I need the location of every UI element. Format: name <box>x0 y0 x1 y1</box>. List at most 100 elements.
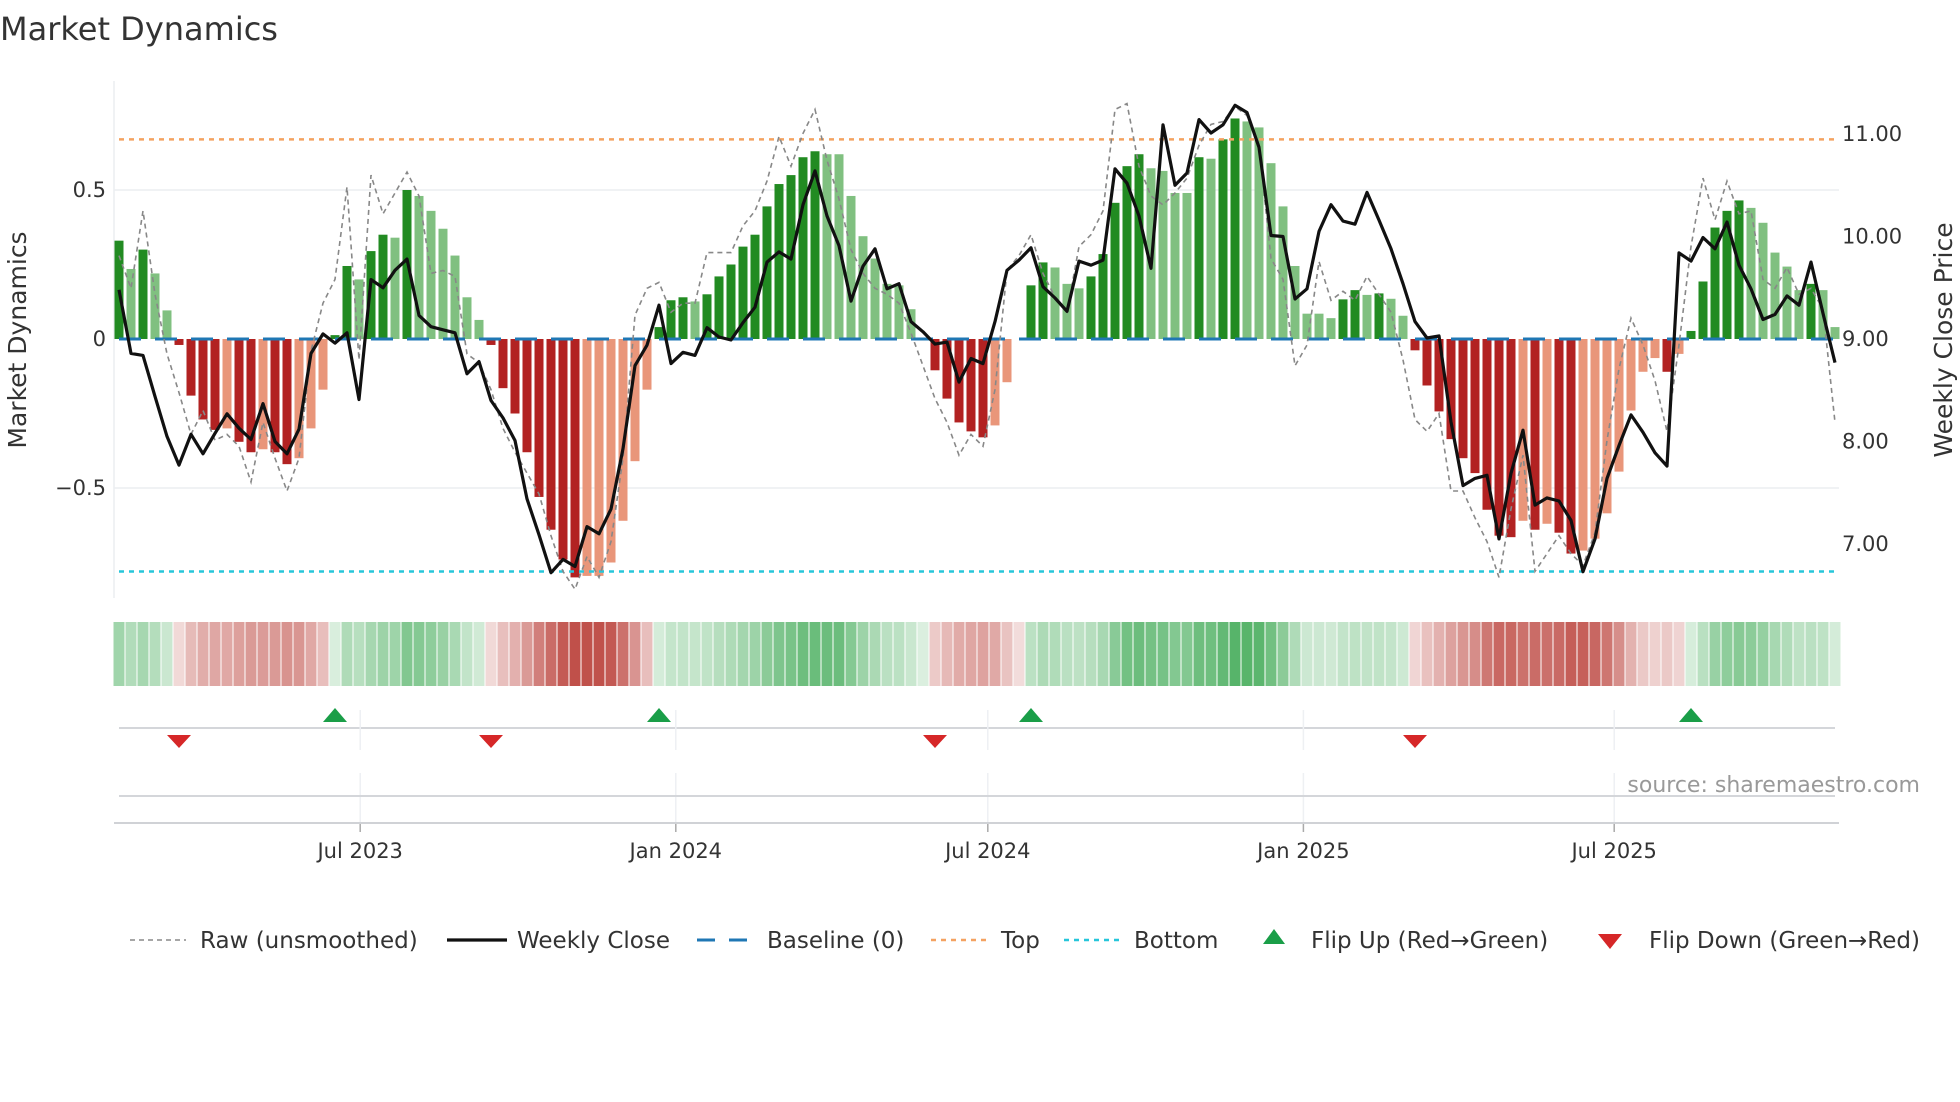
bar <box>654 327 664 339</box>
legend-label: Weekly Close <box>517 928 670 954</box>
regime-cell-green <box>1241 622 1253 686</box>
regime-cell-green <box>1205 622 1217 686</box>
regime-cell-red <box>1001 622 1013 686</box>
bar <box>1398 315 1408 339</box>
regime-cell-green <box>401 622 413 686</box>
regime-cell-green <box>1769 622 1781 686</box>
flip-up-marker <box>1019 708 1043 722</box>
right-tick-label: 9.00 <box>1842 327 1889 351</box>
regime-cell-green <box>1097 622 1109 686</box>
regime-cell-green <box>137 622 149 686</box>
bar <box>486 339 496 345</box>
bar <box>762 206 772 339</box>
regime-cell-green <box>653 622 665 686</box>
bar <box>846 195 856 339</box>
regime-cell-red <box>1469 622 1481 686</box>
raw-line <box>118 102 1836 592</box>
regime-cell-red <box>989 622 1001 686</box>
regime-cell-red <box>1661 622 1673 686</box>
regime-cell-green <box>449 622 461 686</box>
regime-cell-green <box>1265 622 1277 686</box>
regime-cell-green <box>1685 622 1697 686</box>
regime-cell-red <box>1433 622 1445 686</box>
bar <box>1746 207 1756 339</box>
bar <box>1026 285 1036 339</box>
bar <box>630 339 640 462</box>
bar <box>594 339 604 576</box>
regime-cell-green <box>161 622 173 686</box>
bar <box>1722 210 1732 339</box>
bar <box>246 339 256 453</box>
regime-cell-green <box>1217 622 1229 686</box>
regime-cell-red <box>929 622 941 686</box>
x-tick-label: Jan 2024 <box>628 839 723 863</box>
regime-cell-red <box>1601 622 1613 686</box>
regime-cell-red <box>1457 622 1469 686</box>
regime-cell-red <box>305 622 317 686</box>
regime-cell-green <box>1181 622 1193 686</box>
regime-cell-red <box>1421 622 1433 686</box>
regime-cell-green <box>833 622 845 686</box>
bar <box>690 301 700 339</box>
regime-cell-red <box>1625 622 1637 686</box>
bar <box>222 339 232 429</box>
regime-cell-green <box>905 622 917 686</box>
bar <box>750 234 760 339</box>
regime-cell-green <box>437 622 449 686</box>
bar <box>894 285 904 339</box>
bar <box>1110 202 1120 339</box>
regime-cell-green <box>1397 622 1409 686</box>
regime-cell-green <box>857 622 869 686</box>
regime-cell-red <box>1541 622 1553 686</box>
regime-cell-red <box>629 622 641 686</box>
regime-cell-green <box>881 622 893 686</box>
regime-cell-green <box>1085 622 1097 686</box>
regime-cell-green <box>749 622 761 686</box>
regime-cell-green <box>1805 622 1817 686</box>
x-axis: Jul 2023 Jan 2024 Jul 2024 Jan 2025 Jul 2025 <box>114 710 1839 863</box>
bar <box>294 339 304 459</box>
legend: Raw (unsmoothed) Weekly Close Baseline (0)… <box>130 928 1920 954</box>
regime-cell-green <box>701 622 713 686</box>
bar <box>930 339 940 371</box>
regime-cell-red <box>1613 622 1625 686</box>
regime-cell-red <box>293 622 305 686</box>
regime-cell-green <box>125 622 137 686</box>
x-tick-label: Jan 2025 <box>1255 839 1350 863</box>
bar <box>342 265 352 339</box>
regime-cell-green <box>1277 622 1289 686</box>
regime-cell-green <box>737 622 749 686</box>
bar <box>858 236 868 339</box>
right-tick-label: 10.00 <box>1842 225 1902 249</box>
bar <box>354 279 364 339</box>
bar <box>618 339 628 521</box>
bar <box>1182 192 1192 339</box>
chart-title: Market Dynamics <box>0 10 278 48</box>
bar <box>1770 252 1780 339</box>
regime-cell-red <box>173 622 185 686</box>
bar <box>126 268 136 339</box>
regime-cell-red <box>965 622 977 686</box>
regime-strip <box>113 622 1841 686</box>
right-axis-ticks: 11.00 10.00 9.00 8.00 7.00 <box>1842 122 1902 556</box>
bar <box>462 297 472 339</box>
legend-flip-down-icon <box>1598 934 1622 949</box>
bar <box>1614 339 1624 472</box>
bar <box>870 258 880 339</box>
bar <box>1338 299 1348 339</box>
right-tick-label: 11.00 <box>1842 122 1902 146</box>
bar <box>1410 339 1420 351</box>
bar <box>1554 339 1564 533</box>
regime-cell-red <box>269 622 281 686</box>
regime-cell-green <box>1313 622 1325 686</box>
regime-cell-red <box>1565 622 1577 686</box>
regime-cell-red <box>1673 622 1685 686</box>
regime-cell-red <box>533 622 545 686</box>
bar <box>1218 139 1228 339</box>
regime-cell-green <box>329 622 341 686</box>
bars <box>114 118 1840 578</box>
bar <box>642 339 652 390</box>
bar <box>138 249 148 339</box>
regime-cell-green <box>353 622 365 686</box>
right-axis-label: Weekly Close Price <box>1929 222 1958 457</box>
